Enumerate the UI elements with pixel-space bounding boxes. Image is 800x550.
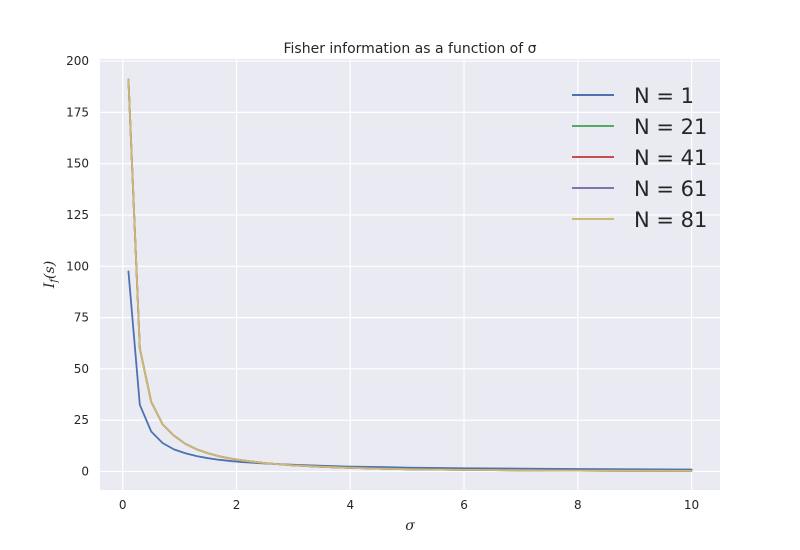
chart-title: Fisher information as a function of σ [284, 41, 537, 57]
y-tick-label: 0 [81, 465, 89, 479]
y-tick-label: 100 [66, 259, 89, 273]
legend-label-3: N = 41 [634, 146, 707, 170]
x-tick-label: 4 [346, 498, 354, 512]
y-tick-label: 200 [66, 54, 89, 68]
y-axis-label: If(s) [42, 261, 60, 289]
y-tick-labels: 0 25 50 75 100 125 150 175 200 [66, 54, 89, 478]
series-lines [127, 78, 693, 472]
x-tick-labels: 0 2 4 6 8 10 [119, 498, 699, 512]
x-tick-label: 8 [574, 498, 582, 512]
x-tick-label: 2 [233, 498, 241, 512]
series-line-1 [127, 270, 693, 471]
y-tick-label: 125 [66, 208, 89, 222]
legend: N = 1 N = 21 N = 41 N = 61 N = 81 [572, 84, 707, 232]
y-tick-label: 25 [74, 413, 89, 427]
y-tick-label: 50 [74, 362, 89, 376]
x-tick-label: 10 [684, 498, 699, 512]
grid [100, 59, 720, 490]
legend-label-4: N = 61 [634, 177, 707, 201]
legend-label-2: N = 21 [634, 115, 707, 139]
series-line-5 [127, 78, 693, 472]
x-axis-label: σ [405, 518, 415, 534]
x-tick-label: 0 [119, 498, 127, 512]
y-tick-label: 75 [74, 311, 89, 325]
legend-label-5: N = 81 [634, 208, 707, 232]
y-tick-label: 150 [66, 157, 89, 171]
y-tick-label: 175 [66, 105, 89, 119]
legend-label-1: N = 1 [634, 84, 694, 108]
x-tick-label: 6 [460, 498, 468, 512]
plot-area [100, 59, 720, 490]
